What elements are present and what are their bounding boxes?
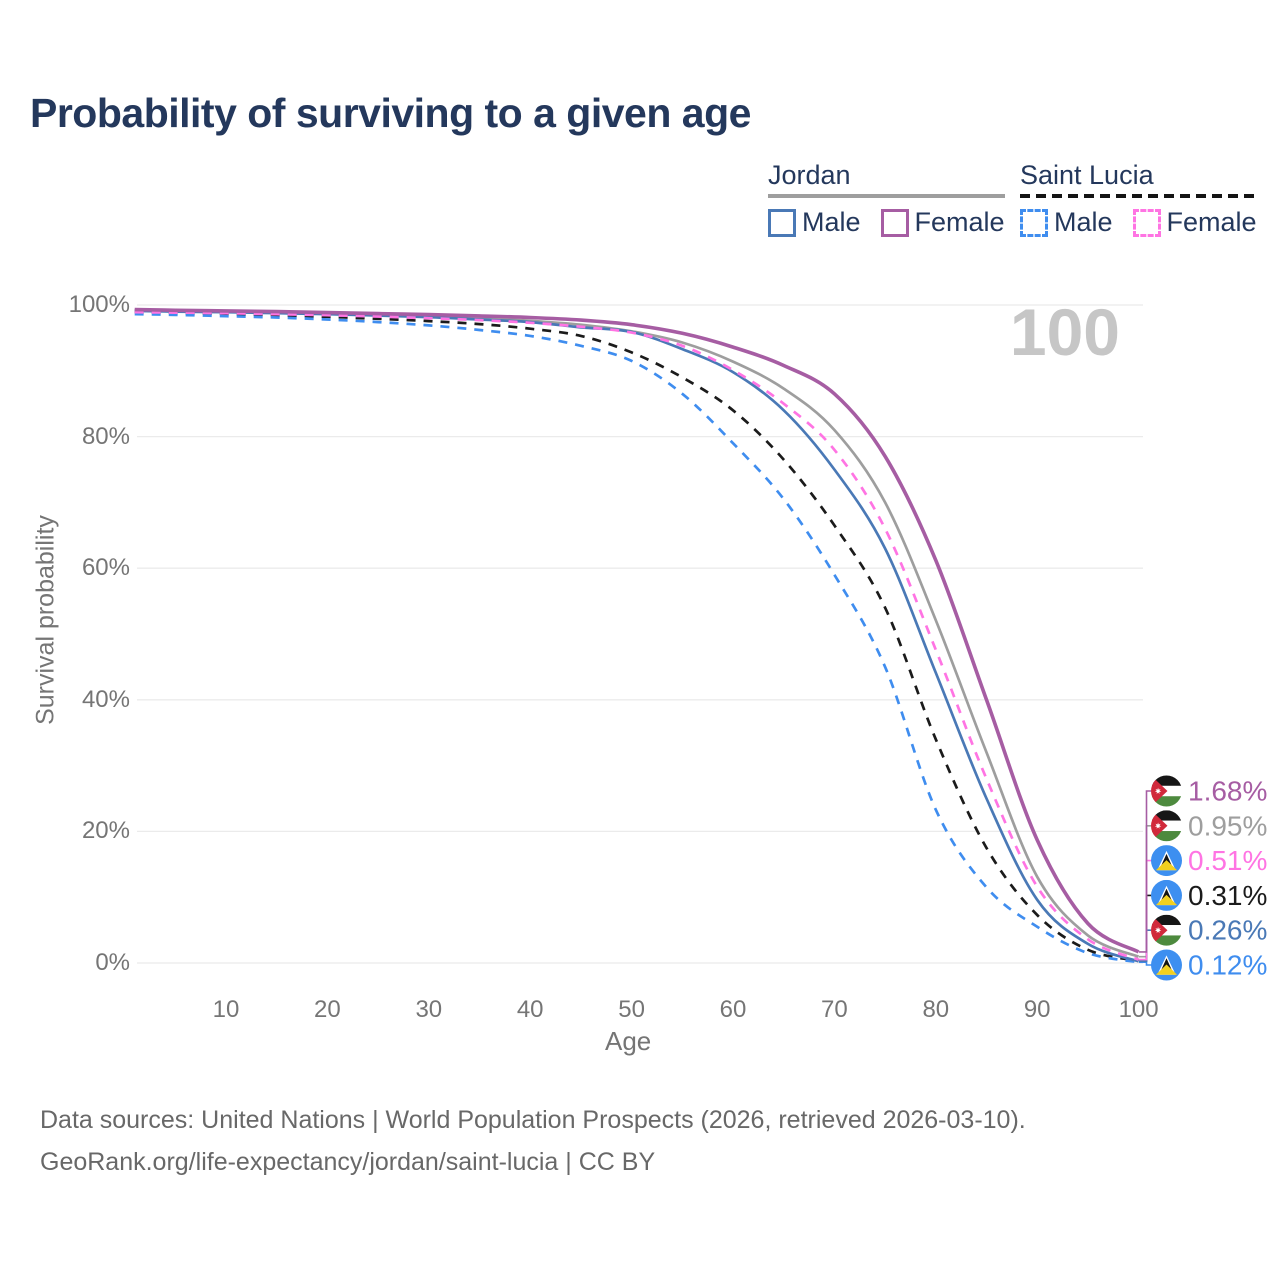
x-tick-label: 30 (415, 996, 443, 1023)
endpoint-value-label: 0.95% (1188, 810, 1267, 841)
x-tick-label: 60 (719, 996, 747, 1023)
legend-item-saint-lucia-male[interactable]: Male (1020, 207, 1113, 238)
x-tick-label: 10 (212, 996, 240, 1023)
saint-lucia-dashed-line-swatch (1020, 194, 1257, 198)
curve-saint-lucia-total (134, 310, 1139, 963)
curve-saint-lucia-male (134, 312, 1139, 964)
endpoint-value-label: 0.31% (1188, 880, 1267, 911)
x-tick-label: 100 (1118, 996, 1159, 1023)
x-tick-label: 80 (922, 996, 950, 1023)
curve-jordan-total (134, 308, 1140, 958)
age-watermark: 100 (1009, 295, 1120, 369)
y-tick-label: 0% (95, 949, 130, 976)
legend-country-saint-lucia: Saint Lucia (1020, 160, 1154, 190)
endpoint-value-label: 1.68% (1188, 776, 1267, 807)
flag-jordan-icon (1151, 914, 1182, 946)
curve-jordan-male (134, 309, 1140, 963)
x-axis-label: Age (605, 1026, 652, 1056)
endpoint-connector (1139, 961, 1153, 966)
saint-lucia-female-swatch-icon (1132, 208, 1161, 237)
y-tick-label: 60% (81, 554, 130, 582)
endpoint-value-label: 0.26% (1188, 915, 1267, 946)
legend-group-jordan: Jordan Male Female (768, 160, 1005, 238)
endpoint-value-label: 0.51% (1188, 845, 1267, 876)
endpoint-connector (1139, 790, 1153, 953)
y-tick-label: 100% (68, 291, 130, 318)
flag-saint-lucia-icon (1151, 879, 1182, 911)
jordan-solid-line-swatch (768, 194, 1005, 198)
endpoint-connector (1139, 894, 1153, 962)
page-title: Probability of surviving to a given age (30, 90, 751, 136)
legend-item-saint-lucia-female[interactable]: Female (1132, 207, 1257, 238)
jordan-female-swatch-icon (880, 208, 909, 237)
legend-item-jordan-male[interactable]: Male (768, 207, 861, 238)
legend-label: Male (802, 207, 861, 237)
legend-label: Male (1054, 207, 1113, 237)
flag-jordan-icon (1151, 775, 1182, 807)
legend-label: Female (1166, 207, 1257, 237)
legend-group-saint-lucia: Saint Lucia Male Female (1020, 160, 1257, 238)
y-tick-label: 80% (81, 422, 130, 450)
legend-label: Female (914, 207, 1005, 237)
data-sources-text: Data sources: United Nations | World Pop… (40, 1106, 1026, 1134)
x-tick-label: 50 (618, 996, 645, 1023)
x-tick-label: 20 (314, 996, 341, 1023)
flag-saint-lucia-icon (1151, 845, 1182, 877)
y-tick-label: 20% (81, 817, 130, 845)
y-axis-label: Survival probability (31, 515, 60, 725)
endpoint-connector (1139, 859, 1153, 961)
endpoint-connector (1139, 825, 1153, 958)
x-tick-label: 90 (1023, 996, 1051, 1023)
jordan-male-swatch-icon (768, 208, 796, 237)
x-tick-label: 70 (821, 996, 848, 1023)
curve-saint-lucia-female (134, 310, 1140, 961)
flag-saint-lucia-icon (1151, 949, 1182, 981)
y-tick-label: 40% (81, 685, 130, 713)
curve-jordan-female (134, 307, 1140, 954)
x-tick-label: 40 (516, 996, 544, 1023)
endpoint-value-label: 0.12% (1188, 950, 1267, 981)
attribution-text: GeoRank.org/life-expectancy/jordan/saint… (40, 1148, 656, 1176)
legend-country-jordan: Jordan (768, 160, 851, 190)
endpoint-connector (1139, 929, 1153, 963)
legend-item-jordan-female[interactable]: Female (880, 207, 1005, 238)
saint-lucia-male-swatch-icon (1020, 208, 1048, 237)
flag-jordan-icon (1151, 810, 1182, 842)
